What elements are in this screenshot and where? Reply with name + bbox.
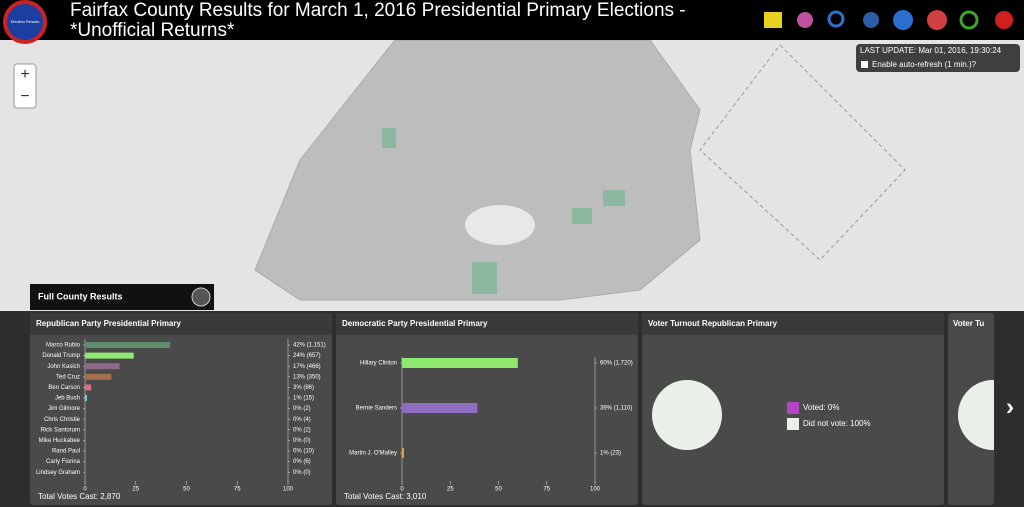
auto-refresh-label[interactable]: Enable auto-refresh (1 min.)? [872, 60, 977, 69]
category-label: Jeb Bush [55, 396, 80, 402]
panel-header [336, 313, 638, 335]
panel-title: Republican Party Presidential Primary [36, 319, 181, 328]
category-label: Chris Christie [44, 417, 81, 423]
precinct [572, 208, 592, 224]
category-label: Donald Trump [42, 353, 80, 359]
refresh-icon[interactable] [959, 10, 979, 30]
logo[interactable] [3, 0, 47, 44]
panel-header [642, 313, 944, 335]
zoom-in[interactable]: + [20, 66, 29, 83]
bar [85, 395, 88, 401]
category-label: Bernie Sanders [356, 406, 397, 412]
x-tick-label: 0 [400, 487, 404, 493]
party-icon[interactable] [927, 10, 947, 30]
bar [85, 384, 92, 391]
value-label: 1% (23) [600, 451, 621, 457]
next-arrow[interactable]: › [1006, 393, 1014, 420]
panel-title: Voter Tu [953, 319, 984, 328]
bar [402, 403, 478, 413]
x-tick-label: 0 [83, 487, 87, 493]
last-update: LAST UPDATE: Mar 01, 2016, 19:30:24 [860, 46, 1002, 55]
panel [30, 313, 332, 505]
header [0, 0, 1024, 40]
category-label: Mike Huckabee [39, 438, 81, 444]
results-tab[interactable] [30, 284, 214, 310]
bar [85, 352, 134, 359]
checkbox[interactable] [861, 61, 868, 68]
pie-slice [652, 380, 722, 450]
legend-label: Did not vote: 100% [803, 419, 871, 428]
category-label: Hillary Clinton [360, 361, 397, 367]
category-label: Ted Cruz [56, 374, 80, 380]
county-shape[interactable] [254, 39, 701, 301]
value-label: 24% (657) [293, 353, 321, 359]
value-label: 0% (4) [293, 417, 311, 423]
zoom-control [13, 63, 37, 109]
bar [85, 363, 120, 370]
legend-label: Voted: 0% [803, 403, 839, 412]
bar [402, 448, 404, 458]
share-icon[interactable] [863, 12, 879, 28]
category-label: Jim Gilmore [48, 406, 81, 412]
table-icon[interactable] [764, 12, 782, 28]
x-tick-label: 25 [447, 487, 454, 493]
value-label: 0% (0) [293, 470, 311, 476]
scroll-area [994, 311, 1024, 507]
value-label: 0% (2) [293, 406, 311, 412]
title-line: *Unofficial Returns* [70, 20, 235, 41]
panel-header [30, 313, 332, 335]
total-votes: Total Votes Cast: 3,010 [344, 492, 427, 501]
category-label: John Kasich [47, 364, 80, 370]
panel-title: Democratic Party Presidential Primary [342, 319, 488, 328]
x-tick-label: 25 [132, 487, 139, 493]
bar [85, 342, 171, 348]
category-label: Carly Fiorina [46, 459, 81, 465]
value-label: 3% (86) [293, 385, 314, 391]
precinct [472, 262, 497, 294]
legend-swatch [787, 402, 799, 414]
value-label: 0% (0) [293, 438, 311, 444]
value-label: 60% (1,720) [600, 361, 633, 367]
precinct [603, 190, 625, 206]
value-label: 0% (2) [293, 427, 311, 433]
city-area [465, 205, 535, 245]
category-label: Ben Carson [48, 385, 80, 391]
value-label: 0% (10) [293, 449, 314, 455]
help-icon[interactable] [893, 10, 913, 30]
runner-icon[interactable] [797, 12, 813, 28]
value-label: 1% (15) [293, 396, 314, 402]
x-tick-label: 50 [183, 487, 190, 493]
category-label: Lindsey Graham [36, 470, 80, 476]
value-label: 39% (1,110) [600, 406, 632, 412]
title-line: Fairfax County Results for March 1, 2016… [70, 0, 686, 21]
x-tick-label: 50 [495, 487, 502, 493]
panel-title: Voter Turnout Republican Primary [648, 319, 778, 328]
collapse-button[interactable] [191, 287, 211, 307]
close-icon[interactable] [995, 11, 1013, 29]
value-label: 42% (1,151) [293, 343, 326, 349]
logo-text: Election Results [11, 19, 40, 24]
legend-swatch [787, 418, 799, 430]
dc-boundary [699, 44, 906, 261]
bar [85, 373, 112, 380]
results-tab-label: Full County Results [38, 291, 123, 301]
x-tick-label: 100 [283, 487, 294, 493]
zoom-out[interactable]: − [20, 88, 29, 105]
total-votes: Total Votes Cast: 2,870 [38, 492, 121, 501]
search-icon[interactable] [827, 10, 845, 28]
bar [402, 358, 518, 368]
value-label: 0% (6) [293, 459, 311, 465]
x-tick-label: 100 [590, 487, 601, 493]
update-box [856, 44, 1020, 72]
value-label: 13% (350) [293, 374, 321, 380]
precinct [382, 128, 396, 148]
category-label: Martin J. O'Malley [349, 451, 397, 457]
x-tick-label: 75 [234, 487, 241, 493]
category-label: Marco Rubio [46, 343, 81, 349]
value-label: 17% (466) [293, 364, 321, 370]
category-label: Rick Santorum [41, 427, 80, 433]
category-label: Rand Paul [52, 449, 80, 455]
x-tick-label: 75 [543, 487, 550, 493]
